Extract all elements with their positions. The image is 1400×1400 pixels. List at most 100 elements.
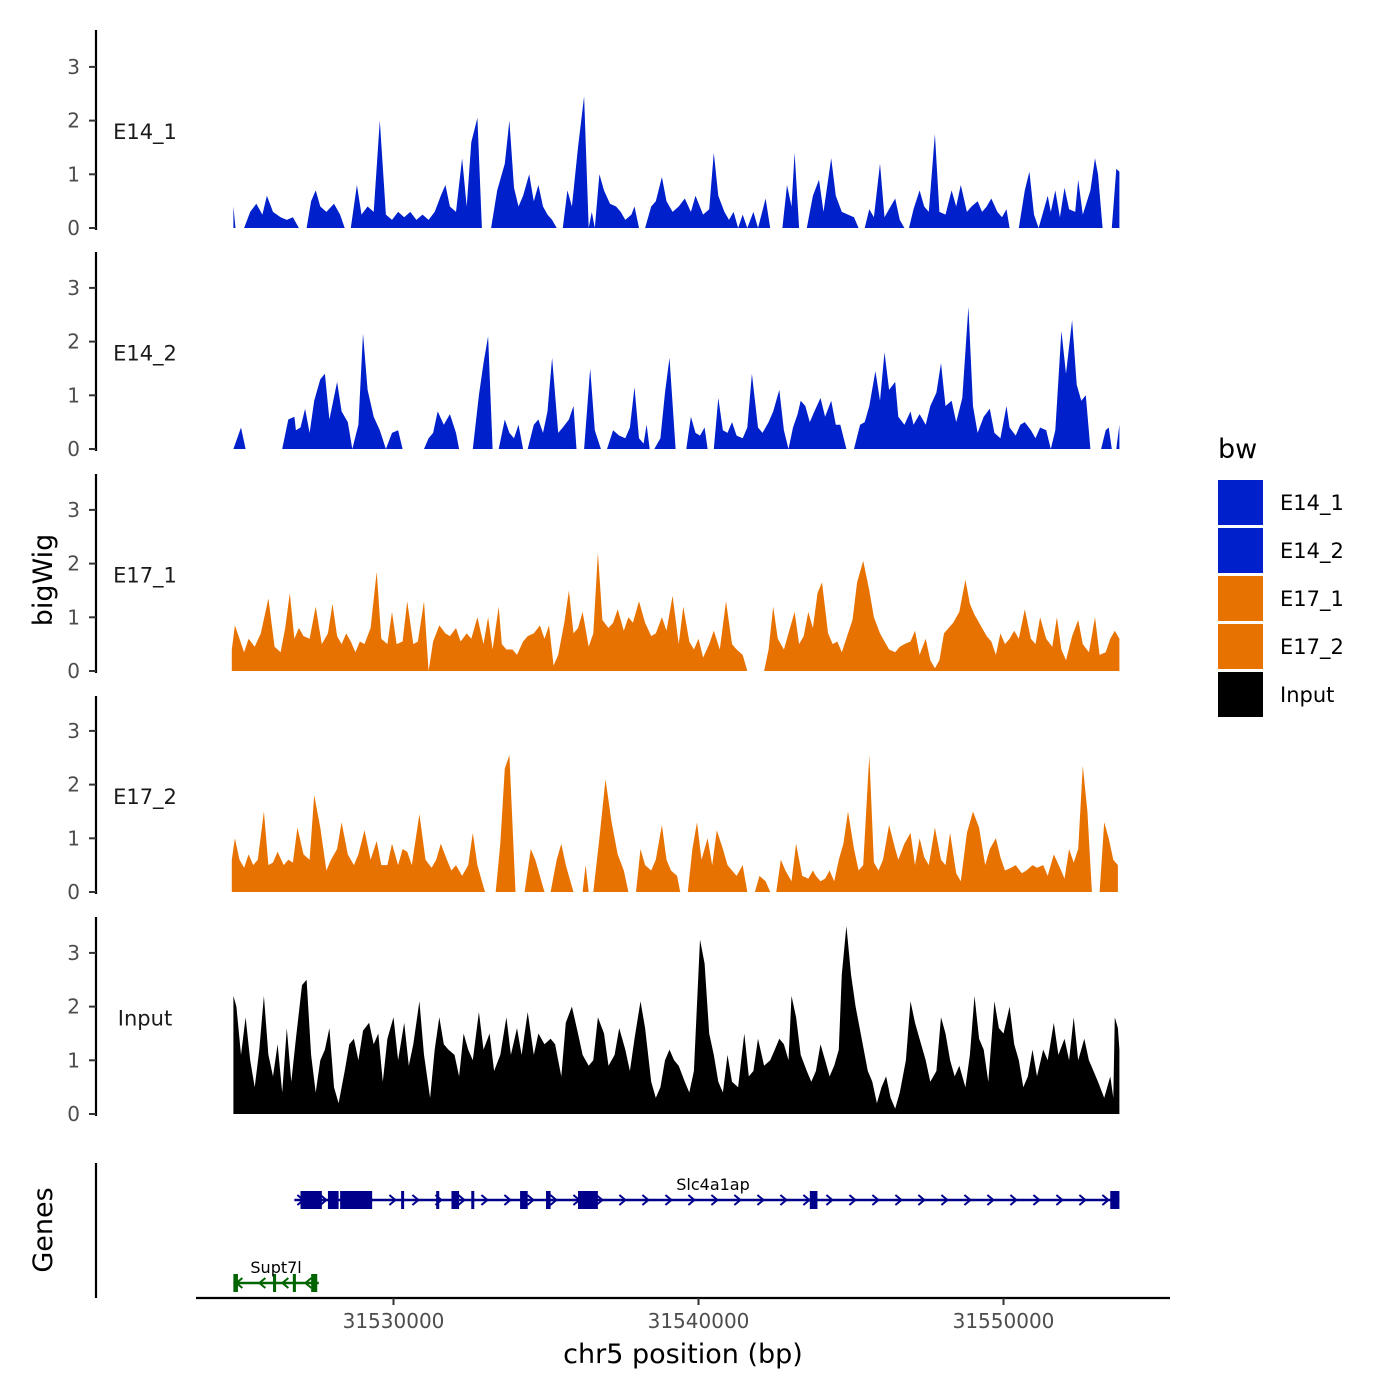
- strand-arrow: [319, 1194, 328, 1206]
- gene-exon: [451, 1191, 460, 1209]
- legend-entry-e17-2: E17_2: [1218, 624, 1344, 669]
- gene-label: Slc4a1ap: [676, 1175, 750, 1194]
- strand-arrow: [940, 1194, 949, 1206]
- strand-arrow: [756, 1194, 765, 1206]
- x-tick-label: 31540000: [648, 1309, 750, 1333]
- strand-arrow: [871, 1194, 880, 1206]
- strand-arrow: [963, 1194, 972, 1206]
- signal-tracks: 0 1 2 3 E14_1 0 1 2 3 E14_2 0 1 2 3 E17_1 0 1 2 3 E17_2 0 1 2 3…: [67, 30, 1120, 1126]
- strand-arrow: [848, 1194, 857, 1206]
- legend-swatch: [1218, 672, 1263, 717]
- strand-arrow: [388, 1194, 397, 1206]
- y-tick-label: 0: [67, 1102, 80, 1126]
- track-label: E17_2: [113, 785, 177, 810]
- strand-arrow: [802, 1194, 811, 1206]
- y-tick-label: 2: [67, 552, 80, 576]
- y-tick-label: 2: [67, 995, 80, 1019]
- track-label: E14_2: [113, 342, 177, 367]
- strand-arrow: [733, 1194, 742, 1206]
- gene-exon: [327, 1191, 339, 1209]
- track-e17-1: 0 1 2 3 E17_1: [67, 474, 1120, 683]
- legend-label: E17_2: [1280, 635, 1344, 660]
- gene-label: Supt7l: [250, 1258, 301, 1277]
- y-tick-label: 1: [67, 605, 80, 629]
- strand-arrow: [779, 1194, 788, 1206]
- x-tick-label: 31530000: [343, 1309, 445, 1333]
- strand-arrow: [664, 1194, 673, 1206]
- coverage-area-input: [233, 926, 1120, 1114]
- legend-entries: E14_1 E14_2 E17_1 E17_2 Input: [1218, 480, 1344, 717]
- legend-entry-e17-1: E17_1: [1218, 576, 1344, 621]
- legend-label: E14_1: [1280, 491, 1344, 516]
- strand-arrow: [411, 1194, 420, 1206]
- strand-arrow: [526, 1194, 535, 1206]
- strand-arrow: [457, 1194, 466, 1206]
- y-tick-label: 3: [67, 276, 80, 300]
- y-tick-label: 0: [67, 880, 80, 904]
- y-tick-label: 2: [67, 773, 80, 797]
- y-axis-title: bigWig: [28, 534, 59, 627]
- gene-exon: [233, 1274, 238, 1292]
- gene-exon: [300, 1191, 322, 1209]
- strand-arrow: [1078, 1194, 1087, 1206]
- strand-arrow: [687, 1194, 696, 1206]
- strand-arrow: [894, 1194, 903, 1206]
- y-tick-label: 3: [67, 719, 80, 743]
- gene-exon: [520, 1191, 528, 1209]
- x-axis: 31530000 31540000 31550000: [196, 1296, 1170, 1333]
- gene-models: Slc4a1ap Supt7l: [233, 1175, 1120, 1292]
- y-tick-label: 0: [67, 659, 80, 683]
- track-label: E17_1: [113, 564, 177, 589]
- gene-exon: [809, 1191, 818, 1209]
- y-tick-label: 3: [67, 498, 80, 522]
- legend-entry-input: Input: [1218, 672, 1334, 717]
- genes-panel: Slc4a1ap Supt7l: [94, 1163, 1120, 1298]
- legend-swatch: [1218, 576, 1263, 621]
- gene-exon: [401, 1191, 405, 1209]
- strand-arrow: [1032, 1194, 1041, 1206]
- gene-exon: [292, 1274, 296, 1292]
- legend-swatch: [1218, 480, 1263, 525]
- y-tick-label: 3: [67, 941, 80, 965]
- track-e14-1: 0 1 2 3 E14_1: [67, 30, 1120, 240]
- gene-exon: [436, 1191, 440, 1209]
- strand-arrow: [1055, 1194, 1064, 1206]
- strand-arrow: [303, 1277, 313, 1289]
- strand-arrow: [503, 1194, 512, 1206]
- strand-arrow: [1101, 1194, 1110, 1206]
- coverage-area-e14-2: [233, 306, 1120, 449]
- y-tick-label: 1: [67, 383, 80, 407]
- legend-swatch: [1218, 528, 1263, 573]
- legend-entry-e14-1: E14_1: [1218, 480, 1344, 525]
- y-tick-label: 2: [67, 330, 80, 354]
- gene-exon: [340, 1191, 373, 1209]
- track-label: E14_1: [113, 120, 177, 145]
- track-e14-2: 0 1 2 3 E14_2: [67, 252, 1120, 461]
- y-tick-label: 1: [67, 826, 80, 850]
- y-tick-label: 1: [67, 162, 80, 186]
- y-tick-label: 0: [67, 437, 80, 461]
- track-label: Input: [118, 1007, 172, 1031]
- track-e17-2: 0 1 2 3 E17_2: [67, 696, 1118, 904]
- strand-arrow: [257, 1277, 267, 1289]
- y-tick-label: 1: [67, 1048, 80, 1072]
- gene-exon: [546, 1191, 551, 1209]
- coverage-area-e17-1: [231, 552, 1120, 671]
- strand-arrow: [710, 1194, 719, 1206]
- legend-label: E14_2: [1280, 539, 1344, 564]
- x-tick-label: 31550000: [953, 1309, 1055, 1333]
- coverage-area-e17-2: [231, 755, 1118, 892]
- strand-arrow: [641, 1194, 650, 1206]
- strand-arrow: [917, 1194, 926, 1206]
- gene-exon: [273, 1274, 277, 1292]
- gene-supt7l: Supt7l: [233, 1258, 319, 1292]
- strand-arrow: [480, 1194, 489, 1206]
- y-tick-label: 3: [67, 55, 80, 79]
- x-axis-title: chr5 position (bp): [563, 1339, 803, 1370]
- legend-swatch: [1218, 624, 1263, 669]
- gene-exon: [578, 1191, 598, 1209]
- legend-label: E17_1: [1280, 587, 1344, 612]
- gene-exon: [311, 1274, 318, 1292]
- strand-arrow: [986, 1194, 995, 1206]
